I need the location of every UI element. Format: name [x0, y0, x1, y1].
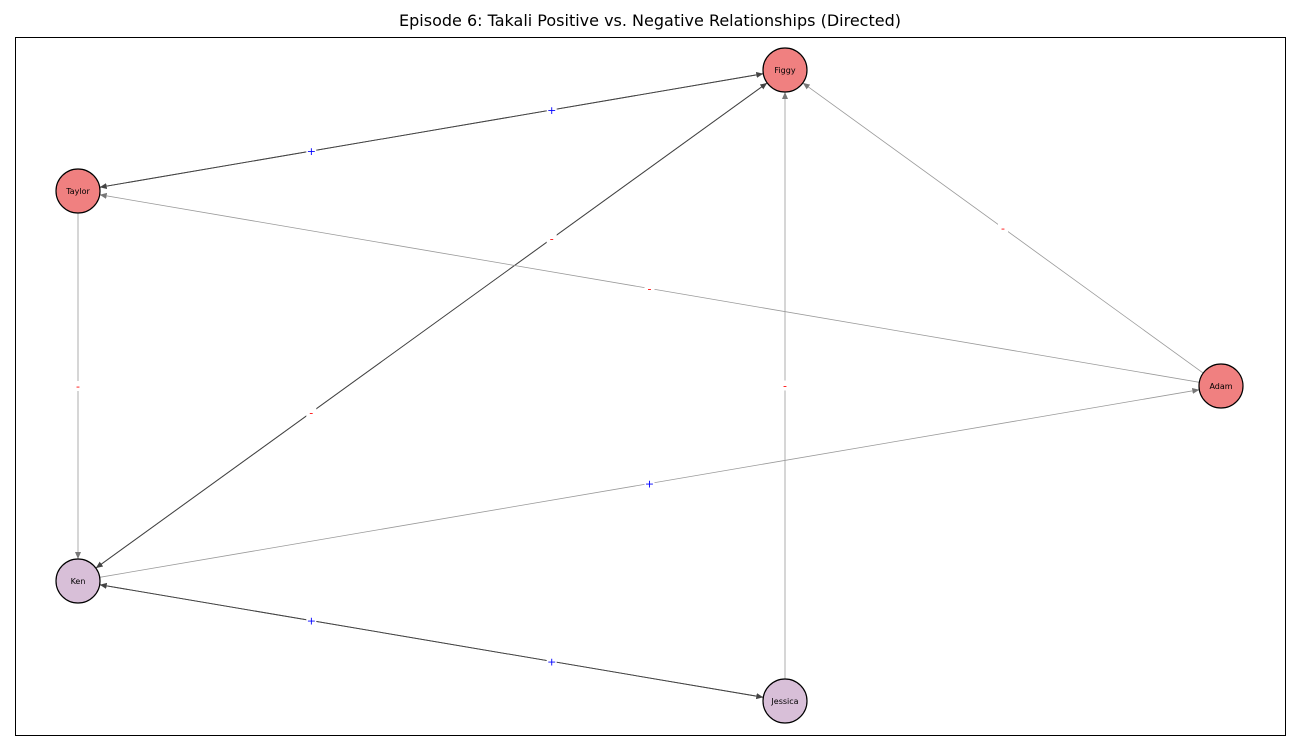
edge-sign-background — [306, 407, 317, 418]
node-label: Taylor — [65, 187, 90, 196]
edge-sign-background — [780, 380, 790, 391]
edge-sign-ken-to-adam: + — [645, 478, 654, 491]
edge-sign-background — [306, 615, 317, 626]
node-circle — [762, 678, 808, 724]
edge-sign-adam-to-taylor: - — [648, 283, 652, 296]
edge-sign-background — [546, 104, 557, 115]
edge-sign-background — [644, 283, 655, 294]
node-circle — [55, 168, 101, 214]
edge-sign-figgy-to-taylor: + — [547, 104, 556, 117]
nodes-layer: Figgy Taylor Adam Ken Jessica — [55, 47, 1244, 724]
edge-figgy-to-taylor — [99, 73, 764, 190]
edge-sign-figgy-to-ken: - — [550, 233, 554, 246]
edge-sign-background — [306, 146, 317, 157]
edge-jessica-to-ken — [99, 582, 764, 698]
node-ken: Ken — [55, 558, 101, 604]
plot-frame — [15, 37, 1286, 736]
node-label: Figgy — [774, 66, 795, 75]
edge-sign-background — [546, 233, 557, 244]
edge-sign-background — [644, 478, 655, 489]
edge-sign-ken-to-figgy: - — [309, 406, 313, 419]
edge-sign-background — [73, 381, 83, 391]
edge-sign-adam-to-figgy: - — [1001, 222, 1005, 235]
node-circle — [762, 47, 808, 93]
node-label: Adam — [1209, 382, 1232, 391]
edge-signs-layer: + + - - - - - - + + + — [73, 104, 1008, 668]
node-label: Ken — [71, 577, 86, 586]
edge-sign-ken-to-jessica: + — [307, 615, 316, 628]
chart-title: Episode 6: Takali Positive vs. Negative … — [399, 11, 901, 30]
node-figgy: Figgy — [762, 47, 808, 93]
node-circle — [55, 558, 101, 604]
node-label: Jessica — [770, 697, 798, 706]
node-taylor: Taylor — [55, 168, 101, 214]
edge-sign-jessica-to-ken: + — [547, 655, 556, 668]
node-circle — [1198, 363, 1244, 409]
edge-sign-background — [998, 223, 1008, 233]
node-adam: Adam — [1198, 363, 1244, 409]
edge-sign-taylor-to-ken: - — [76, 380, 80, 393]
node-jessica: Jessica — [762, 678, 808, 724]
edge-sign-jessica-to-figgy: - — [783, 380, 787, 393]
edge-sign-background — [546, 656, 557, 667]
edges-layer — [75, 71, 1204, 700]
edge-sign-taylor-to-figgy: + — [307, 145, 316, 158]
edge-figgy-to-ken — [95, 82, 768, 569]
